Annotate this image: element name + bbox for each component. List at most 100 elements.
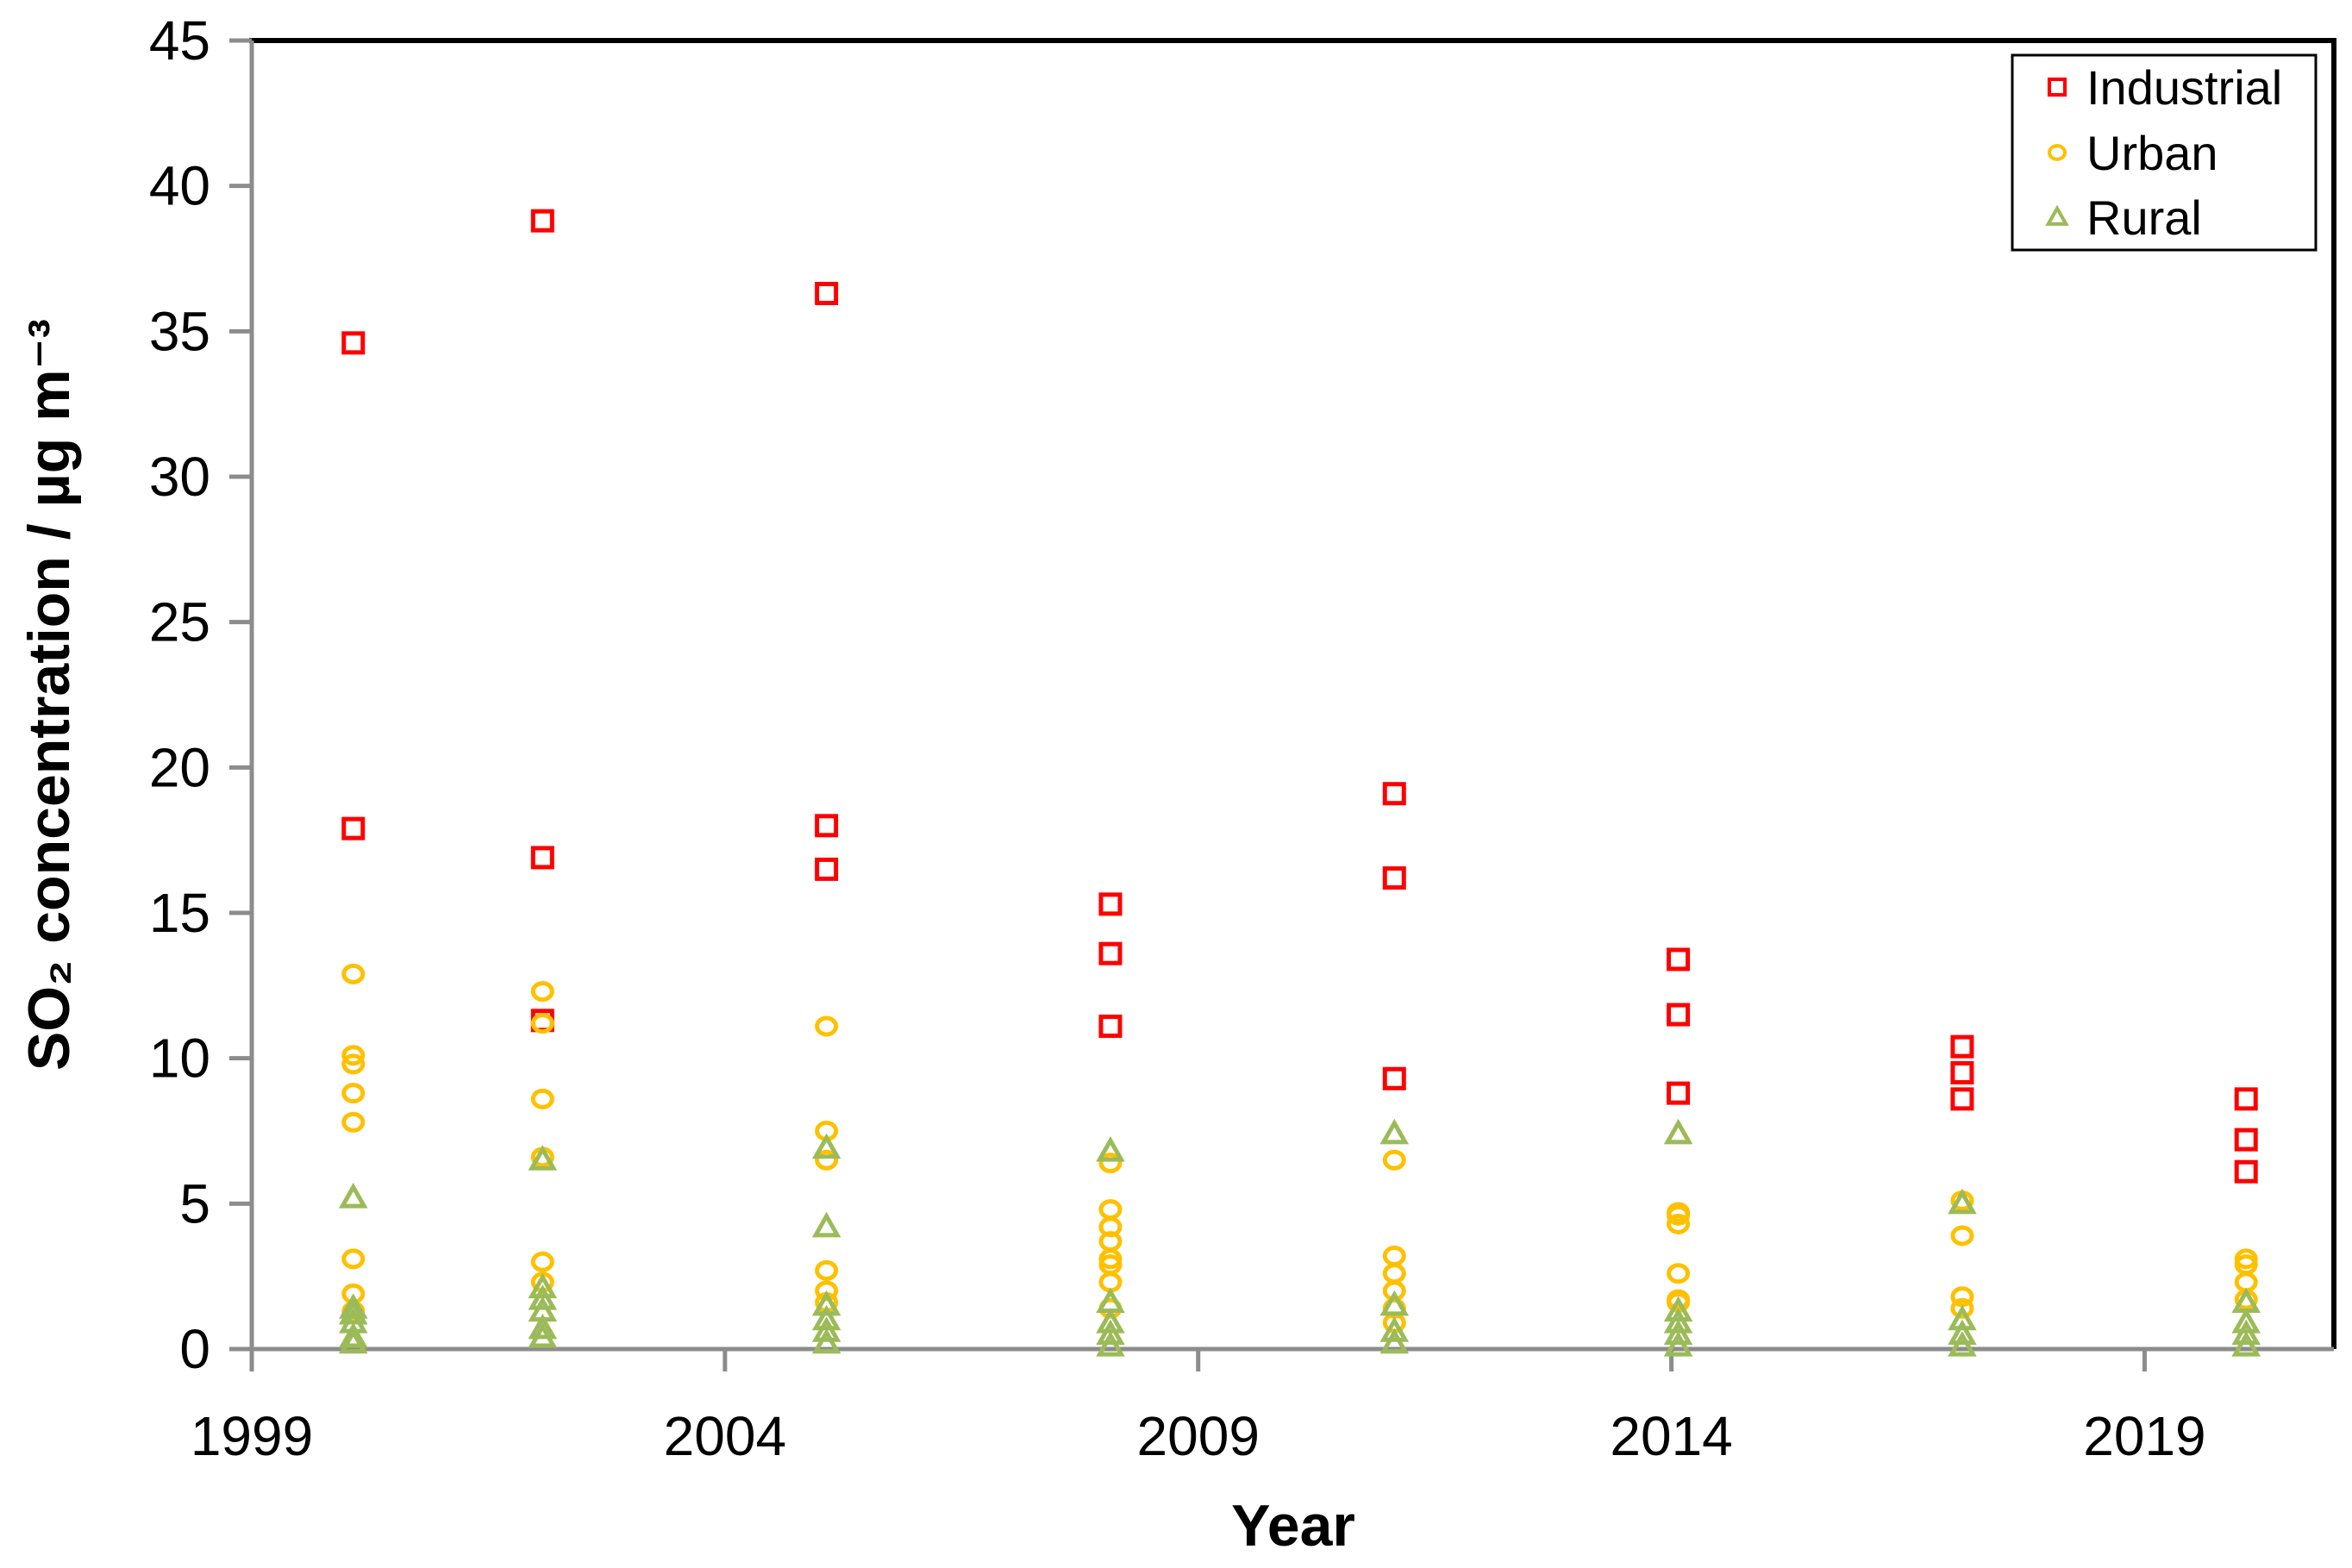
y-tick-label: 10	[149, 1028, 210, 1090]
triangle-marker-icon	[1096, 1331, 1125, 1357]
circle-marker-icon	[1667, 1213, 1691, 1234]
square-marker-icon	[1098, 892, 1123, 916]
circle-marker-icon	[1950, 1225, 1974, 1246]
square-marker-icon	[1098, 1015, 1123, 1039]
square-marker-icon	[2234, 1128, 2258, 1152]
circle-marker-icon	[815, 1015, 839, 1037]
circle-marker-icon	[1382, 1149, 1406, 1171]
y-tick-label: 25	[149, 591, 210, 653]
legend-entry-rural: Rural	[2045, 191, 2202, 245]
square-marker-icon	[1382, 782, 1406, 806]
circle-marker-icon	[341, 1248, 366, 1270]
circle-marker-icon	[530, 1251, 554, 1272]
square-marker-icon	[1098, 941, 1123, 965]
circle-marker-icon	[341, 1045, 366, 1066]
square-marker-icon	[815, 281, 839, 305]
y-tick-label: 40	[149, 155, 210, 217]
x-tick-label: 2014	[1610, 1405, 1732, 1467]
triangle-marker-icon	[1379, 1327, 1410, 1354]
circle-marker-icon	[815, 1259, 839, 1281]
square-marker-icon	[1667, 1081, 1691, 1105]
square-marker-icon	[1382, 1066, 1406, 1090]
triangle-marker-icon	[811, 1211, 841, 1238]
triangle-marker-icon	[338, 1293, 368, 1319]
square-marker-icon	[1950, 1034, 1974, 1059]
square-marker-icon	[1667, 1003, 1691, 1027]
x-tick-label: 2004	[664, 1405, 786, 1467]
y-tick-label: 45	[149, 9, 210, 72]
square-marker-icon	[815, 857, 839, 881]
y-tick-label: 0	[179, 1318, 210, 1380]
triangle-marker-icon	[811, 1316, 841, 1342]
y-tick-label: 20	[149, 736, 210, 798]
square-marker-icon	[341, 816, 366, 840]
circle-marker-icon	[1667, 1263, 1691, 1284]
square-marker-icon	[341, 331, 366, 355]
triangle-marker-icon	[1663, 1331, 1693, 1357]
legend-entry-urban: Urban	[2047, 126, 2218, 180]
triangle-marker-icon	[811, 1290, 841, 1316]
square-marker-icon	[530, 846, 554, 870]
square-marker-icon	[1950, 1061, 1974, 1085]
triangle-marker-icon	[811, 1133, 841, 1159]
triangle-marker-icon	[1663, 1319, 1693, 1346]
square-marker-icon	[2047, 77, 2067, 97]
triangle-marker-icon	[338, 1321, 368, 1348]
circle-marker-icon	[530, 981, 554, 1003]
square-marker-icon	[2234, 1159, 2258, 1184]
circle-marker-icon	[1098, 1199, 1123, 1221]
circle-marker-icon	[1382, 1246, 1406, 1267]
circle-marker-icon	[1382, 1263, 1406, 1284]
y-tick-label: 5	[179, 1172, 210, 1234]
y-tick-label: 15	[149, 882, 210, 944]
x-axis-title: Year	[1231, 1493, 1355, 1559]
series-rural	[338, 1118, 2261, 1357]
square-marker-icon	[815, 814, 839, 838]
y-axis-title: SO₂ concentration / µg m⁻³	[16, 319, 82, 1071]
circle-marker-icon	[341, 963, 366, 984]
y-tick-label: 35	[149, 300, 210, 362]
y-tick-label: 30	[149, 446, 210, 508]
square-marker-icon	[530, 209, 554, 233]
circle-marker-icon	[341, 1111, 366, 1133]
triangle-marker-icon	[1948, 1304, 1977, 1331]
series-urban	[341, 963, 2258, 1334]
triangle-marker-icon	[1379, 1316, 1410, 1342]
triangle-marker-icon	[1096, 1319, 1125, 1346]
circle-marker-icon	[530, 1088, 554, 1109]
series-industrial	[341, 209, 2258, 1184]
legend-label: Rural	[2086, 191, 2202, 245]
circle-marker-icon	[341, 1053, 366, 1075]
triangle-marker-icon	[528, 1313, 558, 1340]
triangle-marker-icon	[338, 1183, 368, 1209]
triangle-marker-icon	[1948, 1188, 1977, 1215]
triangle-marker-icon	[1663, 1118, 1693, 1145]
triangle-marker-icon	[1948, 1319, 1977, 1346]
legend-label: Urban	[2086, 126, 2218, 180]
square-marker-icon	[1950, 1087, 1974, 1111]
legend-entry-industrial: Industrial	[2047, 60, 2282, 115]
triangle-marker-icon	[1379, 1118, 1410, 1145]
circle-marker-icon	[815, 1280, 839, 1302]
triangle-marker-icon	[2231, 1331, 2261, 1357]
circle-marker-icon	[1950, 1297, 1974, 1319]
circle-marker-icon	[530, 1013, 554, 1034]
triangle-marker-icon	[338, 1327, 368, 1354]
circle-marker-icon	[341, 1083, 366, 1104]
circle-marker-icon	[1098, 1153, 1123, 1174]
triangle-marker-icon	[1948, 1331, 1977, 1357]
markers-layer	[338, 209, 2261, 1357]
triangle-marker-icon	[528, 1321, 558, 1348]
x-tick-label: 2009	[1137, 1405, 1260, 1467]
triangle-marker-icon	[811, 1327, 841, 1354]
square-marker-icon	[1667, 947, 1691, 971]
legend-label: Industrial	[2086, 60, 2282, 115]
triangle-marker-icon	[528, 1284, 558, 1310]
legend: Industrial Urban Rural	[2011, 53, 2318, 252]
triangle-marker-icon	[1379, 1290, 1410, 1316]
triangle-marker-icon	[2045, 204, 2069, 226]
square-marker-icon	[1382, 866, 1406, 890]
triangle-marker-icon	[1096, 1136, 1125, 1162]
x-tick-label: 1999	[191, 1405, 313, 1467]
